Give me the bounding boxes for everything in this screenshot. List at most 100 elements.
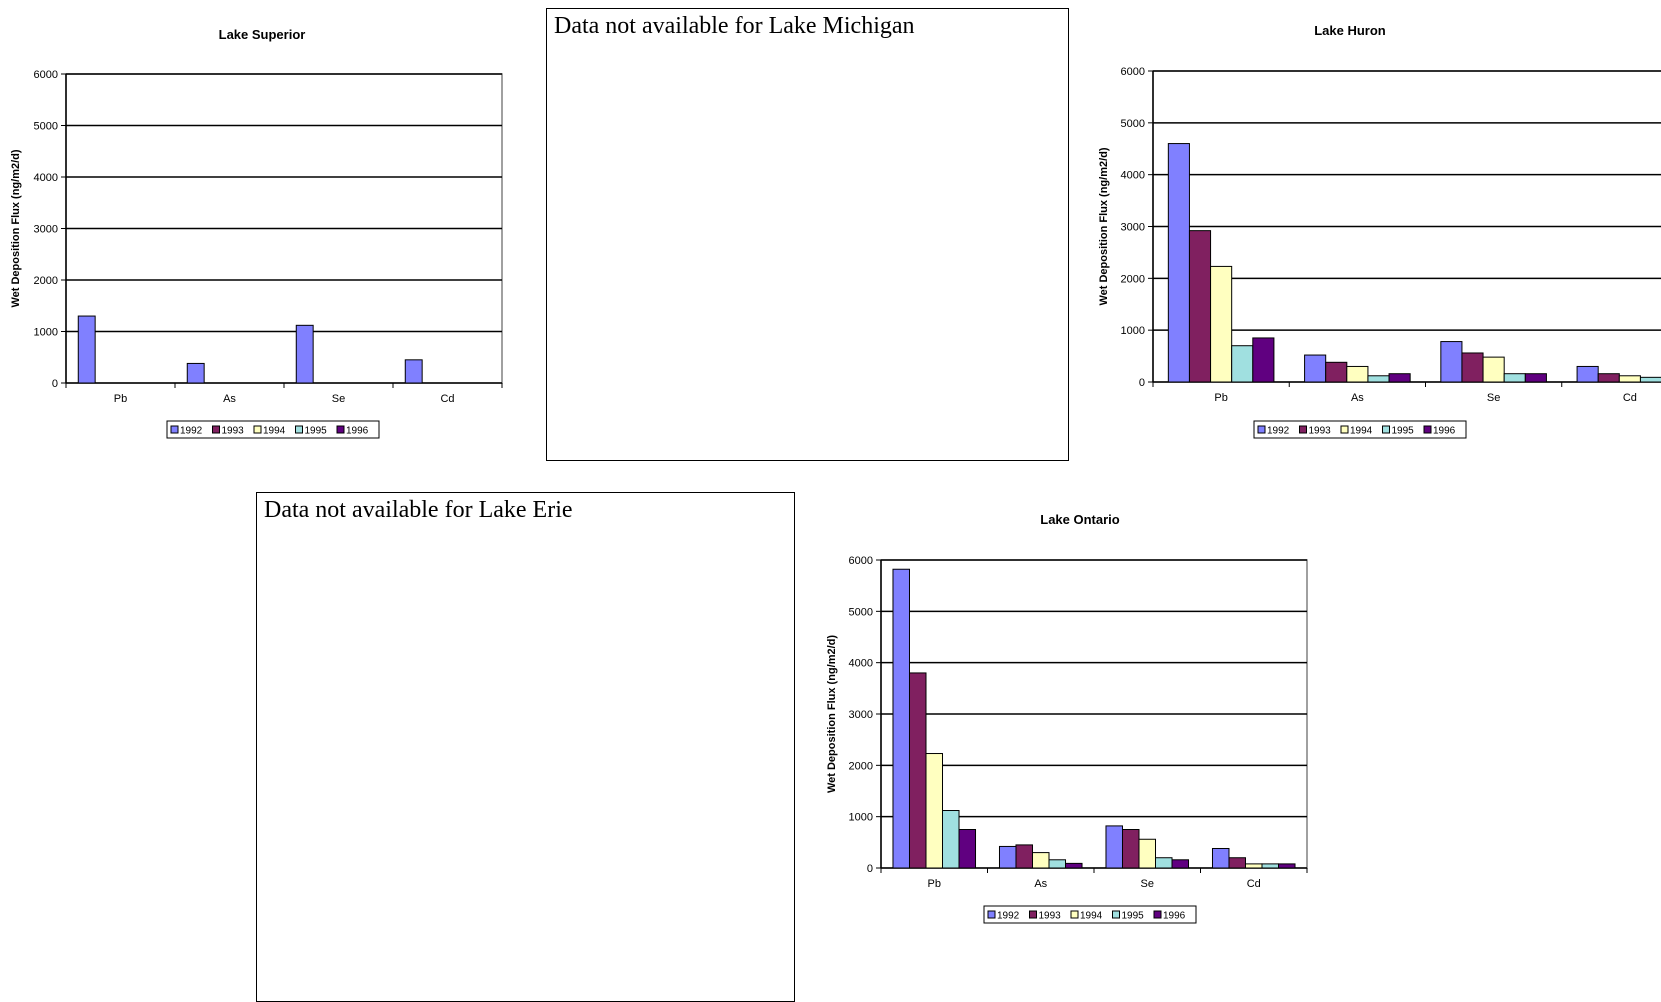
x-tick-label: As <box>223 393 236 405</box>
y-axis-label: Wet Deposition Flux (ng/m2/d) <box>826 635 838 793</box>
legend-swatch <box>1340 425 1349 434</box>
legend-box <box>166 420 380 439</box>
x-tick-label: Pb <box>114 393 127 405</box>
legend-label: 1993 <box>222 426 245 437</box>
legend-swatch <box>1423 425 1432 434</box>
bar-pb-1993 <box>908 672 927 869</box>
legend-swatch <box>1112 910 1120 919</box>
bar-se-1996 <box>1524 373 1547 383</box>
bar-as-1995 <box>1367 375 1390 383</box>
legend-item-1994: 1994 <box>253 425 286 437</box>
bar-cd-1992 <box>1576 365 1599 383</box>
legend-item-1996: 1996 <box>1423 425 1456 437</box>
y-tick-label: 2000 <box>849 760 873 772</box>
legend-swatch <box>1257 425 1266 434</box>
bar-as-1993 <box>1325 361 1348 383</box>
y-axis-label: Wet Deposition Flux (ng/m2/d) <box>1098 147 1110 305</box>
y-tick-label: 5000 <box>849 606 873 618</box>
lake-michigan-panel: Data not available for Lake Michigan <box>546 8 1069 461</box>
y-tick-label: 2000 <box>1121 273 1145 285</box>
bar-se-1993 <box>1121 829 1140 869</box>
bar-pb-1995 <box>942 810 960 869</box>
legend-label: 1992 <box>997 911 1020 922</box>
bar-cd-1995 <box>1261 863 1280 869</box>
bar-se-1994 <box>1138 838 1157 869</box>
legend-item-1996: 1996 <box>336 425 369 437</box>
legend: 1992 1993 1994 1995 1996 <box>166 420 380 439</box>
x-tick-label: Se <box>332 393 345 405</box>
legend-item-1993: 1993 <box>1029 910 1062 922</box>
bar-pb-1992 <box>1167 143 1190 383</box>
legend-label: 1994 <box>263 426 286 437</box>
x-tick-label: Cd <box>1623 392 1637 404</box>
legend-label: 1996 <box>346 426 369 437</box>
bar-as-1992 <box>186 362 205 384</box>
legend-item-1996: 1996 <box>1153 910 1186 922</box>
bar-as-1993 <box>1015 844 1033 869</box>
bar-as-1992 <box>1304 354 1327 383</box>
bar-se-1992 <box>1105 825 1123 869</box>
bar-cd-1992 <box>404 359 423 384</box>
bar-pb-1994 <box>925 753 944 869</box>
y-tick-label: 1000 <box>1121 325 1145 337</box>
chart-title: Lake Superior <box>219 27 306 42</box>
x-tick-label: Cd <box>1247 878 1261 890</box>
y-tick-label: 6000 <box>1121 66 1145 78</box>
lake-erie-message: Data not available for Lake Erie <box>264 497 573 523</box>
y-tick-label: 0 <box>1139 377 1145 389</box>
legend-item-1993: 1993 <box>1299 425 1332 437</box>
bar-cd-1993 <box>1228 857 1246 869</box>
y-axis-label: Wet Deposition Flux (ng/m2/d) <box>10 149 22 307</box>
y-tick-label: 4000 <box>849 658 873 670</box>
bar-cd-1992 <box>1211 847 1230 869</box>
lake-michigan-message: Data not available for Lake Michigan <box>554 13 915 39</box>
legend-label: 1995 <box>1122 911 1145 922</box>
legend: 1992 1993 1994 1995 1996 <box>983 905 1197 924</box>
y-tick-label: 6000 <box>34 69 58 81</box>
y-tick-label: 0 <box>52 378 58 390</box>
legend-swatch <box>1070 910 1079 919</box>
legend-swatch <box>1382 425 1390 434</box>
bar-pb-1996 <box>1252 337 1275 383</box>
legend-item-1994: 1994 <box>1070 910 1103 922</box>
legend-swatch <box>212 425 220 434</box>
y-tick-label: 3000 <box>34 224 58 236</box>
x-tick-label: As <box>1351 392 1364 404</box>
legend-label: 1992 <box>1267 426 1290 437</box>
bar-as-1996 <box>1388 373 1411 383</box>
legend-swatch <box>253 425 262 434</box>
bar-se-1994 <box>1482 356 1505 383</box>
chart-title: Lake Ontario <box>1040 512 1120 527</box>
lake-superior-chart: Lake Superior 0 1000 2000 3000 4000 5000 6000 We… <box>10 27 503 439</box>
legend-label: 1994 <box>1350 426 1373 437</box>
x-tick-label: Se <box>1141 878 1154 890</box>
lake-erie-panel: Data not available for Lake Erie <box>256 492 795 1002</box>
y-tick-label: 1000 <box>34 327 58 339</box>
y-tick-label: 5000 <box>1121 118 1145 130</box>
bar-pb-1995 <box>1231 345 1254 383</box>
bar-pb-1994 <box>1210 265 1233 383</box>
y-tick-label: 6000 <box>849 555 873 567</box>
x-tick-label: Se <box>1487 392 1500 404</box>
legend-item-1992: 1992 <box>1257 425 1290 437</box>
legend-label: 1993 <box>1309 426 1332 437</box>
bar-cd-1996 <box>1278 863 1296 869</box>
legend-item-1993: 1993 <box>212 425 245 437</box>
bar-cd-1994 <box>1244 863 1263 869</box>
bar-pb-1996 <box>958 829 977 869</box>
bar-cd-1994 <box>1618 375 1641 383</box>
bar-pb-1992 <box>77 315 96 384</box>
legend-item-1995: 1995 <box>295 425 327 437</box>
y-tick-label: 5000 <box>34 121 58 133</box>
legend-swatch <box>295 425 303 434</box>
bar-as-1992 <box>998 845 1017 869</box>
lake-huron-chart: Lake Huron 0 1000 2000 3000 4000 5000 6000 Wet D… <box>1098 23 1661 439</box>
legend-label: 1992 <box>180 426 203 437</box>
legend-label: 1993 <box>1039 911 1062 922</box>
y-tick-label: 4000 <box>1121 170 1145 182</box>
y-tick-label: 2000 <box>34 275 58 287</box>
bar-se-1995 <box>1503 373 1526 383</box>
legend-label: 1994 <box>1080 911 1103 922</box>
bar-se-1995 <box>1155 857 1173 869</box>
bar-se-1992 <box>295 324 314 384</box>
